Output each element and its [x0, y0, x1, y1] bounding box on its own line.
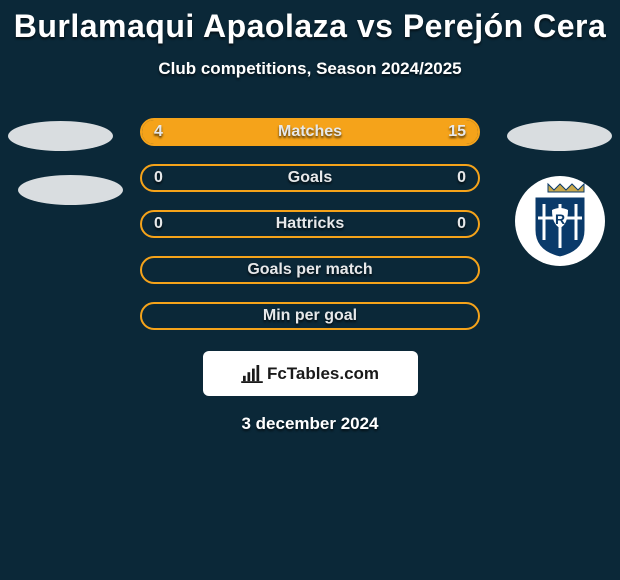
stat-row-hattricks: 0 Hattricks 0 — [0, 201, 620, 247]
brand-text: FcTables.com — [267, 364, 379, 384]
stat-value-right: 0 — [457, 169, 466, 187]
stat-row-mpg: Min per goal — [0, 293, 620, 339]
stats-block: 4 Matches 15 0 Goals 0 0 Hattricks 0 Goa… — [0, 109, 620, 339]
stat-value-left: 0 — [154, 169, 163, 187]
stat-value-right: 0 — [457, 215, 466, 233]
stat-label: Hattricks — [276, 215, 344, 233]
stat-bar: 0 Goals 0 — [140, 164, 480, 192]
stat-bar: 0 Hattricks 0 — [140, 210, 480, 238]
stat-bar: Min per goal — [140, 302, 480, 330]
stat-fill-right — [213, 120, 478, 144]
bar-chart-icon — [241, 365, 263, 383]
page-title: Burlamaqui Apaolaza vs Perejón Cera — [0, 0, 620, 45]
stat-label: Min per goal — [263, 307, 357, 325]
stat-value-left: 4 — [154, 123, 163, 141]
stat-bar: Goals per match — [140, 256, 480, 284]
stat-bar: 4 Matches 15 — [140, 118, 480, 146]
subtitle: Club competitions, Season 2024/2025 — [0, 59, 620, 79]
stat-fill-left — [142, 120, 213, 144]
stat-label: Matches — [278, 123, 342, 141]
stat-label: Goals — [288, 169, 332, 187]
stat-row-matches: 4 Matches 15 — [0, 109, 620, 155]
brand-badge: FcTables.com — [203, 351, 418, 396]
stat-row-goals: 0 Goals 0 — [0, 155, 620, 201]
stat-value-right: 15 — [448, 123, 466, 141]
stat-row-gpm: Goals per match — [0, 247, 620, 293]
stat-label: Goals per match — [247, 261, 372, 279]
stat-value-left: 0 — [154, 215, 163, 233]
date-label: 3 december 2024 — [0, 414, 620, 434]
